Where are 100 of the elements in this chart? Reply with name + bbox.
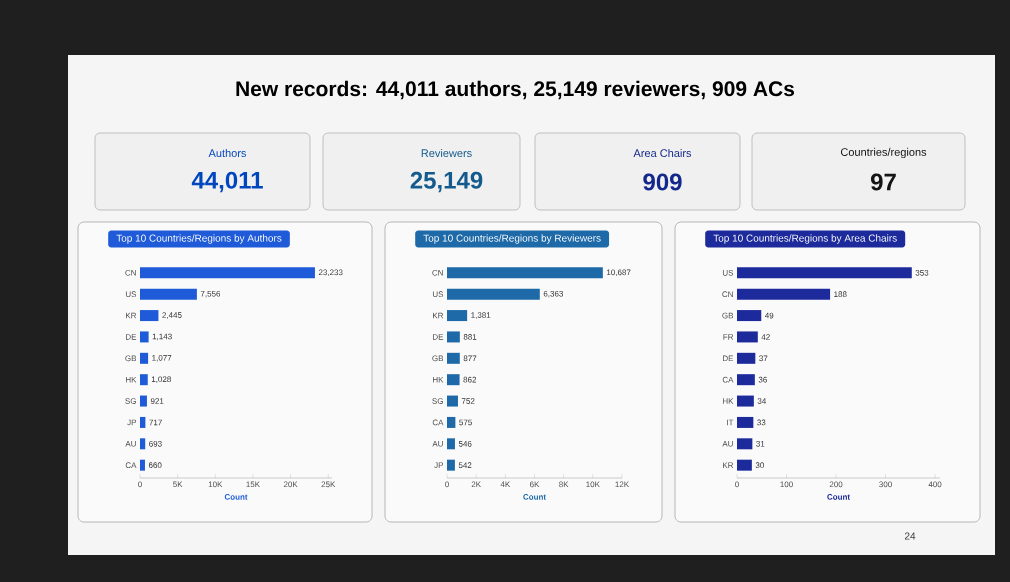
- bar: [737, 267, 912, 279]
- x-tick-label: 300: [879, 481, 892, 488]
- text: 24: [904, 532, 916, 540]
- y-tick-label: GB: [722, 312, 734, 319]
- data-label: 660: [148, 462, 162, 469]
- y-tick-label: DE: [723, 355, 734, 362]
- bar: [737, 288, 831, 300]
- bar: [737, 331, 758, 343]
- x-tick-label: 10K: [586, 481, 600, 488]
- text: Area Chairs: [633, 148, 692, 158]
- x-tick-label: 100: [780, 481, 793, 488]
- data-label: 42: [761, 334, 770, 340]
- y-tick-label: KR: [433, 312, 444, 319]
- data-label: 1,381: [471, 312, 491, 319]
- x-tick-label: 6K: [530, 481, 540, 488]
- data-label: 30: [755, 462, 764, 469]
- x-tick-label: 2K: [471, 481, 481, 488]
- data-label: 34: [757, 398, 767, 404]
- y-tick-label: JP: [434, 462, 444, 468]
- y-tick-label: KR: [126, 312, 137, 319]
- bar: [140, 267, 315, 279]
- chart-title: Top 10 Countries/Regions by Authors: [116, 234, 282, 244]
- y-tick-label: KR: [723, 462, 734, 468]
- y-tick-label: CA: [125, 462, 137, 469]
- data-label: 1,028: [151, 376, 171, 383]
- x-axis-title: Count: [827, 494, 850, 500]
- data-label: 862: [463, 376, 477, 383]
- y-tick-label: JP: [127, 419, 137, 426]
- y-tick-label: SG: [125, 398, 136, 404]
- data-label: 877: [463, 355, 477, 362]
- y-tick-label: US: [125, 291, 137, 298]
- data-label: 10,687: [607, 269, 631, 277]
- bar: [737, 310, 762, 322]
- chart-title: Top 10 Countries/Regions by Reviewers: [423, 234, 601, 244]
- bar: [140, 288, 197, 300]
- bar: [447, 438, 455, 450]
- y-tick-label: DE: [126, 334, 137, 340]
- y-tick-label: SG: [432, 398, 443, 404]
- x-tick-label: 0: [445, 481, 449, 488]
- bar: [140, 416, 146, 428]
- y-tick-label: AU: [432, 441, 443, 447]
- data-label: 575: [459, 419, 472, 426]
- bar: [737, 374, 755, 386]
- data-label: 693: [149, 440, 162, 447]
- data-label: 31: [756, 440, 765, 447]
- text: New records: 44,011 authors, 25,149 reviewers, 909 ACs: [236, 80, 795, 100]
- bar: [447, 459, 455, 471]
- data-label: 921: [150, 398, 164, 404]
- bar: [737, 459, 752, 471]
- x-tick-label: 8K: [559, 481, 569, 488]
- bar: [140, 459, 145, 471]
- y-tick-label: DE: [433, 334, 444, 340]
- bar: [737, 352, 756, 364]
- x-tick-label: 5K: [173, 481, 183, 488]
- data-label: 353: [915, 269, 929, 276]
- y-tick-label: GB: [432, 355, 444, 362]
- bar: [447, 374, 460, 386]
- bar: [140, 352, 149, 364]
- x-tick-label: 25K: [321, 481, 336, 488]
- x-axis-title: Count: [523, 494, 546, 500]
- y-tick-label: AU: [125, 441, 136, 447]
- data-label: 2,445: [162, 312, 182, 319]
- y-tick-label: CA: [722, 376, 734, 383]
- bar: [140, 395, 147, 407]
- text: 97: [870, 173, 896, 191]
- y-tick-label: HK: [126, 376, 137, 383]
- data-label: 752: [461, 398, 475, 404]
- data-label: 1,077: [152, 355, 172, 362]
- x-tick-label: 400: [928, 481, 942, 488]
- data-label: 546: [458, 440, 472, 447]
- bar: [447, 416, 456, 428]
- x-tick-label: 20K: [283, 481, 298, 488]
- data-label: 33: [757, 419, 766, 426]
- bar: [737, 416, 754, 428]
- text: 44,011: [191, 171, 263, 193]
- x-tick-label: 0: [138, 481, 142, 488]
- y-tick-label: IT: [727, 419, 734, 426]
- data-label: 49: [764, 312, 774, 319]
- bar: [140, 438, 146, 450]
- x-tick-label: 200: [829, 481, 843, 488]
- text: 25,149: [410, 171, 483, 193]
- x-tick-label: 10K: [208, 481, 223, 488]
- bar: [447, 310, 468, 322]
- y-tick-label: HK: [433, 376, 444, 383]
- bar: [737, 438, 753, 450]
- y-tick-label: HK: [723, 398, 734, 404]
- data-label: 36: [758, 376, 767, 383]
- data-label: 7,556: [200, 290, 221, 298]
- y-tick-label: CA: [432, 419, 444, 426]
- bar: [140, 331, 149, 343]
- x-tick-label: 12K: [615, 481, 630, 488]
- data-label: 1,143: [152, 333, 172, 341]
- chart-title: Top 10 Countries/Regions by Area Chairs: [713, 234, 897, 244]
- text: Countries/regions: [840, 147, 927, 159]
- data-label: 23,233: [318, 269, 343, 277]
- data-label: 6,363: [543, 290, 563, 298]
- x-tick-label: 15K: [246, 481, 260, 488]
- y-tick-label: GB: [125, 355, 137, 362]
- bar: [447, 331, 460, 343]
- bar: [140, 374, 148, 386]
